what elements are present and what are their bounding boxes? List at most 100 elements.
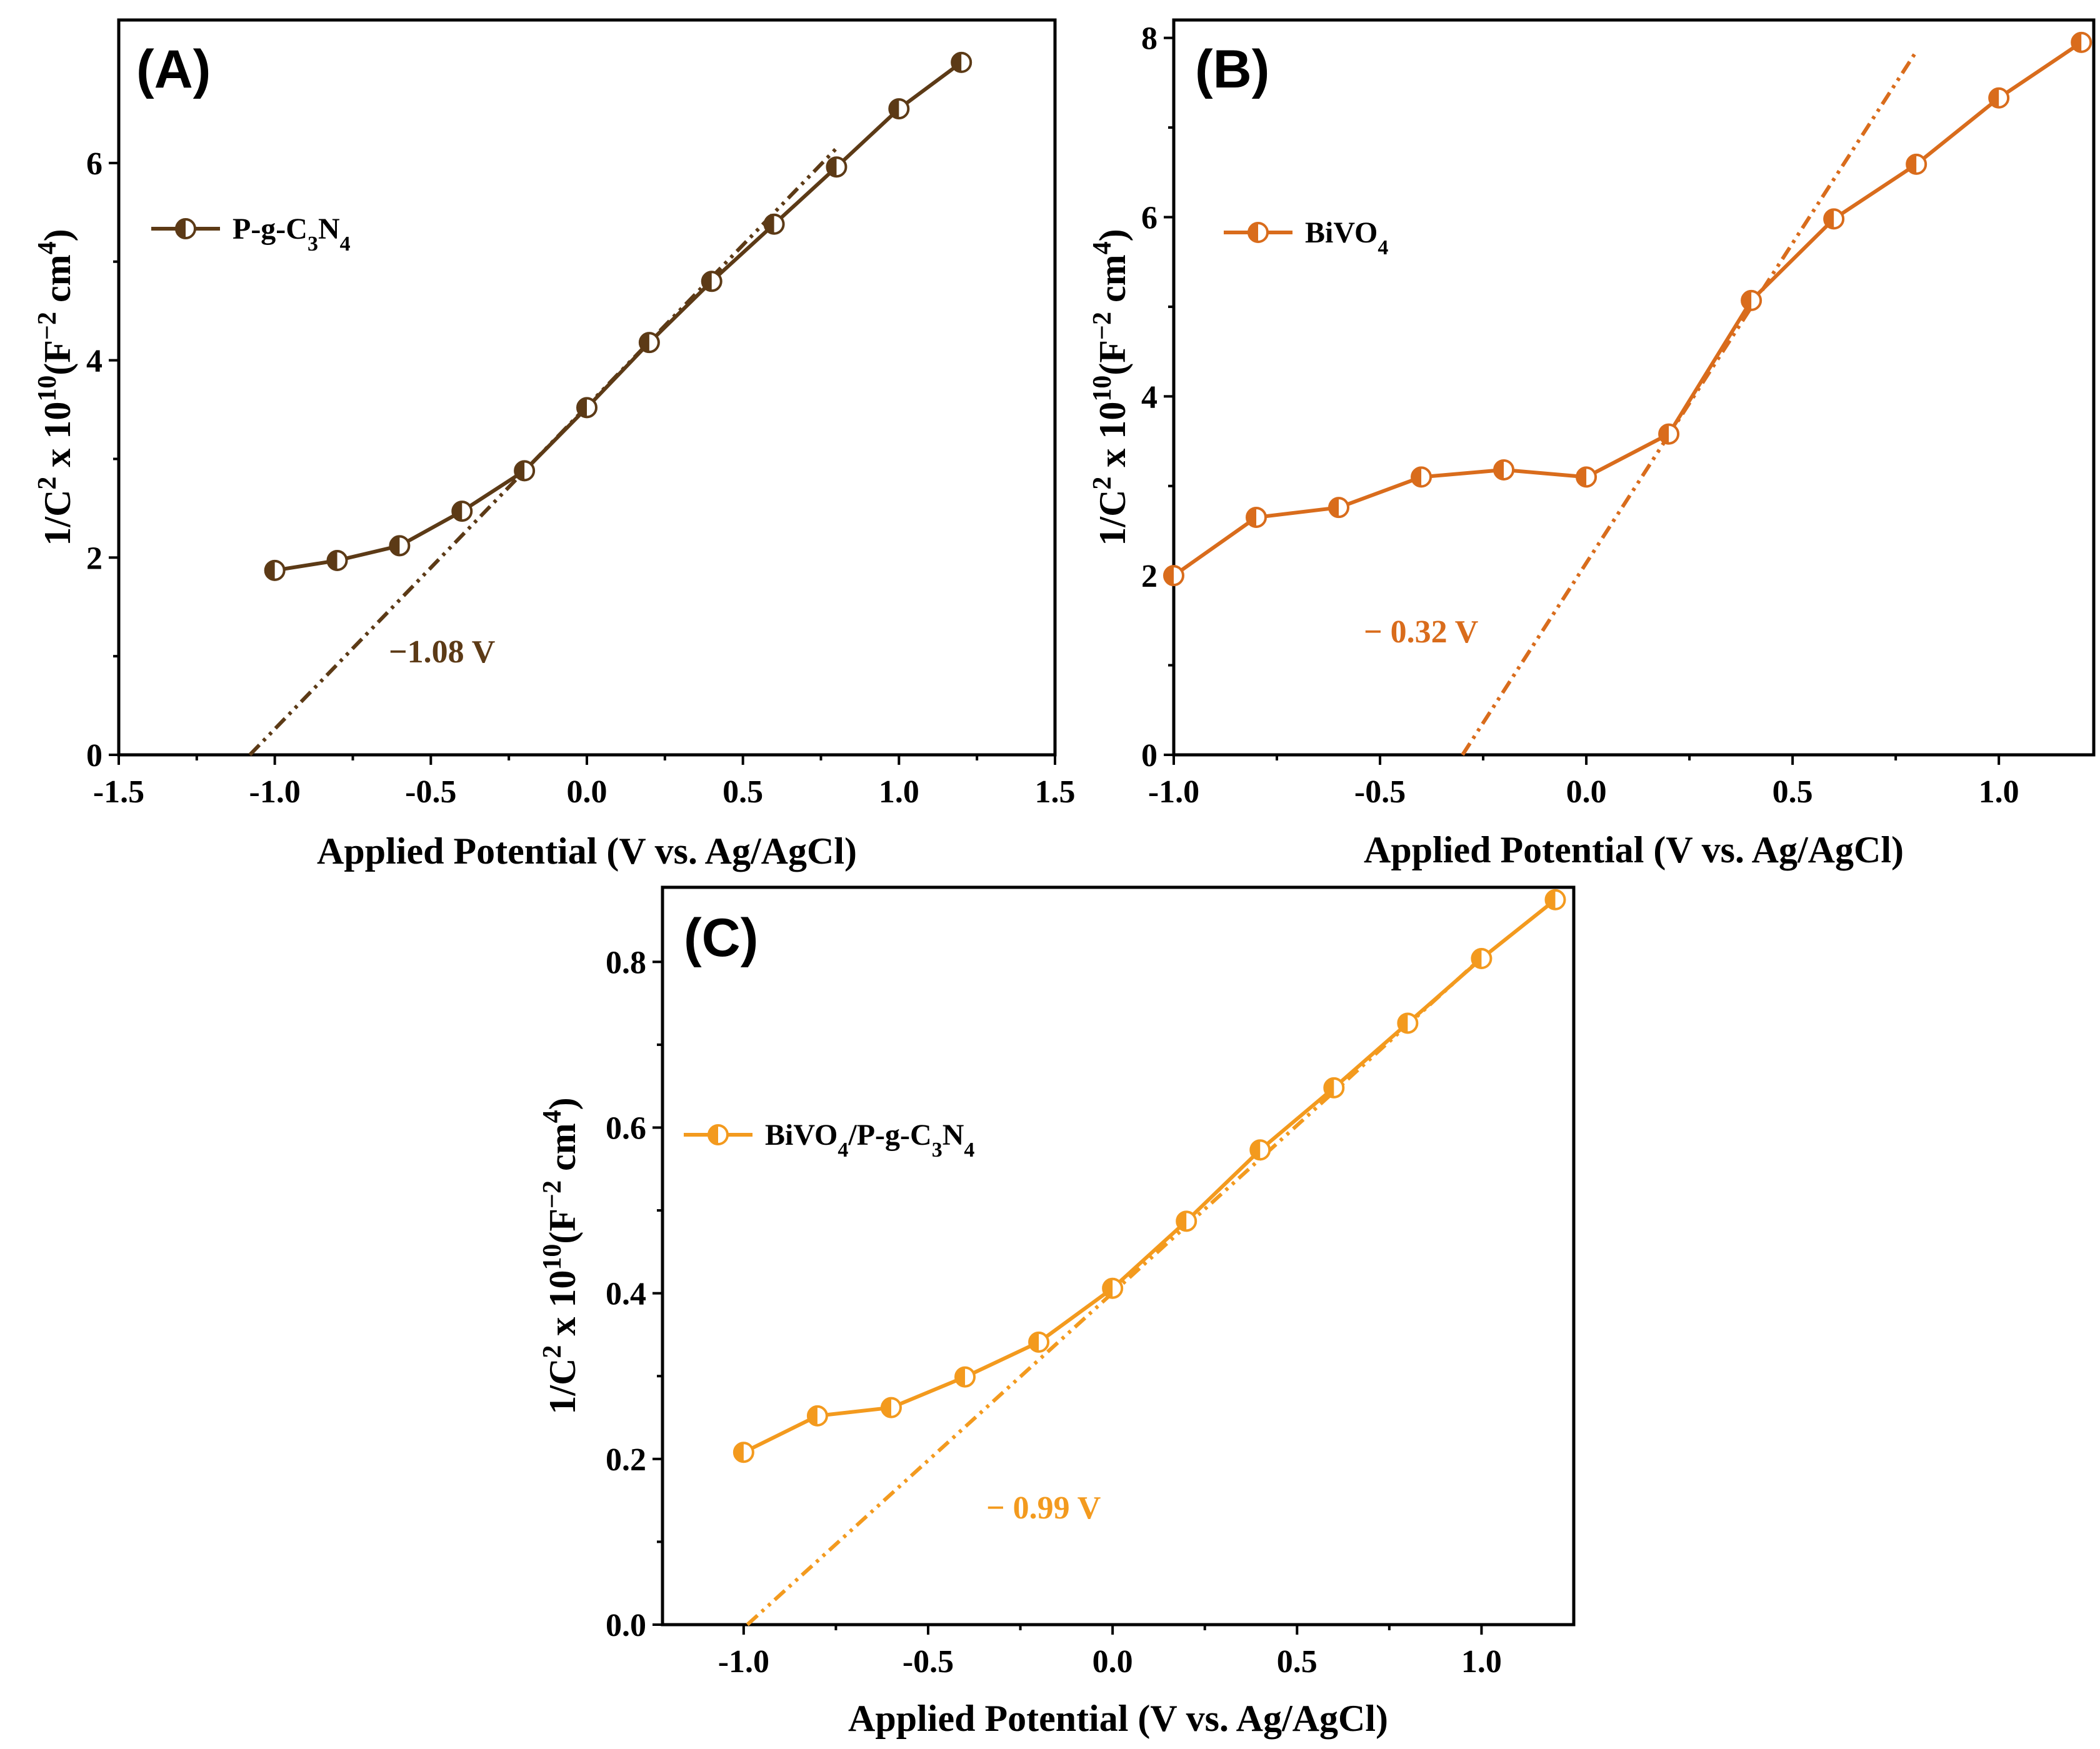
y-label-part: cm — [1092, 254, 1133, 312]
data-point — [1823, 208, 1845, 230]
legend-marker — [1248, 222, 1269, 243]
legend-marker — [708, 1124, 729, 1145]
data-point-fill — [734, 1443, 744, 1462]
data-point — [806, 1405, 828, 1427]
data-point-fill — [1329, 498, 1339, 517]
legend-text: BiVO — [1305, 216, 1378, 249]
data-point — [1493, 459, 1515, 481]
x-tick-label: -0.5 — [1354, 774, 1406, 810]
legend-sub: 3 — [932, 1139, 942, 1162]
y-label-part: 1/C — [1092, 490, 1133, 546]
legend-marker-fill — [709, 1125, 718, 1144]
x-tick-label: 1.0 — [1461, 1644, 1502, 1680]
x-tick-label: -1.5 — [93, 774, 144, 810]
panel-label: (B) — [1195, 39, 1269, 99]
data-point-fill — [1494, 460, 1504, 479]
data-point-fill — [1546, 890, 1556, 909]
data-point — [1028, 1331, 1050, 1353]
data-point-fill — [881, 1398, 891, 1417]
y-label-sup: 2 — [33, 477, 62, 490]
y-label-part: x 10 — [1092, 402, 1133, 477]
data-point — [888, 98, 910, 120]
x-axis-label: Applied Potential (V vs. Ag/AgCl) — [1364, 829, 1904, 870]
x-tick-label: 0.0 — [1092, 1644, 1133, 1680]
legend-marker — [175, 218, 196, 239]
data-point-fill — [639, 333, 649, 352]
y-tick-label: 0 — [1141, 738, 1158, 774]
x-tick-label: 0.5 — [722, 774, 763, 810]
data-point — [1246, 506, 1268, 528]
y-label-part: x 10 — [37, 402, 78, 477]
y-label-sup: 4 — [1088, 241, 1117, 254]
series-line — [742, 898, 1557, 1454]
x-tick-label: -1.0 — [249, 774, 301, 810]
data-point — [826, 156, 848, 178]
legend-label: P-g-C3N4 — [232, 212, 351, 256]
legend-marker-fill — [1249, 223, 1258, 242]
y-tick-label: 6 — [86, 146, 102, 182]
data-point — [1544, 889, 1566, 910]
data-point-fill — [1164, 566, 1174, 585]
legend-label: BiVO4/P-g-C3N4 — [765, 1119, 974, 1162]
legend-sub: 4 — [964, 1139, 974, 1162]
y-tick-label: 2 — [86, 541, 102, 576]
y-label-part: (F — [37, 340, 78, 376]
data-point — [951, 51, 972, 73]
x-tick-label: 0.5 — [1277, 1644, 1318, 1680]
data-point-fill — [1324, 1078, 1334, 1097]
data-point — [326, 550, 348, 572]
data-point — [1658, 423, 1680, 445]
legend-label: BiVO4 — [1305, 216, 1388, 259]
x-tick-label: -0.5 — [902, 1644, 954, 1680]
data-point — [763, 213, 785, 235]
data-point-fill — [1177, 1212, 1187, 1231]
y-tick-label: 0.4 — [606, 1277, 646, 1312]
x-axis-label: Applied Potential (V vs. Ag/AgCl) — [317, 830, 857, 872]
y-label-part: ) — [542, 1097, 583, 1110]
y-tick-label: 4 — [1141, 379, 1158, 415]
y-label-part: (F — [1092, 340, 1133, 376]
data-point — [1176, 1210, 1198, 1232]
data-point-fill — [702, 272, 712, 291]
x-tick-label: 0.0 — [1566, 774, 1607, 810]
y-label-part: 1/C — [542, 1358, 583, 1415]
x-tick-label: -0.5 — [405, 774, 456, 810]
data-point-fill — [1989, 88, 1999, 107]
data-point-fill — [2072, 32, 2082, 52]
legend-sub: 4 — [1378, 236, 1388, 259]
data-point — [2071, 31, 2092, 53]
x-tick-label: 1.5 — [1035, 774, 1076, 810]
fit-line — [248, 147, 838, 757]
y-label-sup: 10 — [538, 1244, 567, 1270]
y-tick-label: 6 — [1141, 201, 1158, 236]
plot-frame — [117, 18, 1057, 757]
data-point — [1471, 948, 1492, 970]
y-axis-label: 1/C2 x 1010(F−2 cm4) — [1088, 229, 1133, 546]
legend-text: N — [942, 1119, 964, 1152]
data-point — [954, 1366, 976, 1388]
x-tick-label: 0.5 — [1772, 774, 1813, 810]
y-label-sup: 10 — [33, 376, 62, 402]
data-point — [638, 332, 660, 354]
intercept-annotation: − 0.99 V — [986, 1490, 1101, 1526]
x-axis-label: Applied Potential (V vs. Ag/AgCl) — [848, 1698, 1388, 1739]
intercept-annotation: − 0.32 V — [1364, 614, 1478, 650]
y-label-sup: 4 — [538, 1110, 567, 1123]
series-line — [274, 61, 962, 572]
data-point — [1328, 497, 1350, 519]
panel-label: (A) — [136, 39, 211, 99]
data-point-fill — [1247, 507, 1257, 527]
y-tick-label: 8 — [1141, 21, 1158, 57]
legend-marker-fill — [176, 219, 186, 238]
y-label-sup: 10 — [1088, 376, 1117, 402]
y-label-part: (F — [542, 1208, 583, 1244]
data-point — [264, 559, 286, 581]
data-point-fill — [1907, 154, 1917, 174]
y-label-sup: 4 — [33, 241, 62, 254]
y-label-part: cm — [542, 1123, 583, 1180]
data-point-fill — [764, 214, 774, 234]
y-label-sup: 2 — [1088, 477, 1117, 490]
y-tick-label: 0 — [86, 738, 102, 774]
data-point — [1988, 87, 2010, 109]
x-tick-label: 0.0 — [567, 774, 608, 810]
